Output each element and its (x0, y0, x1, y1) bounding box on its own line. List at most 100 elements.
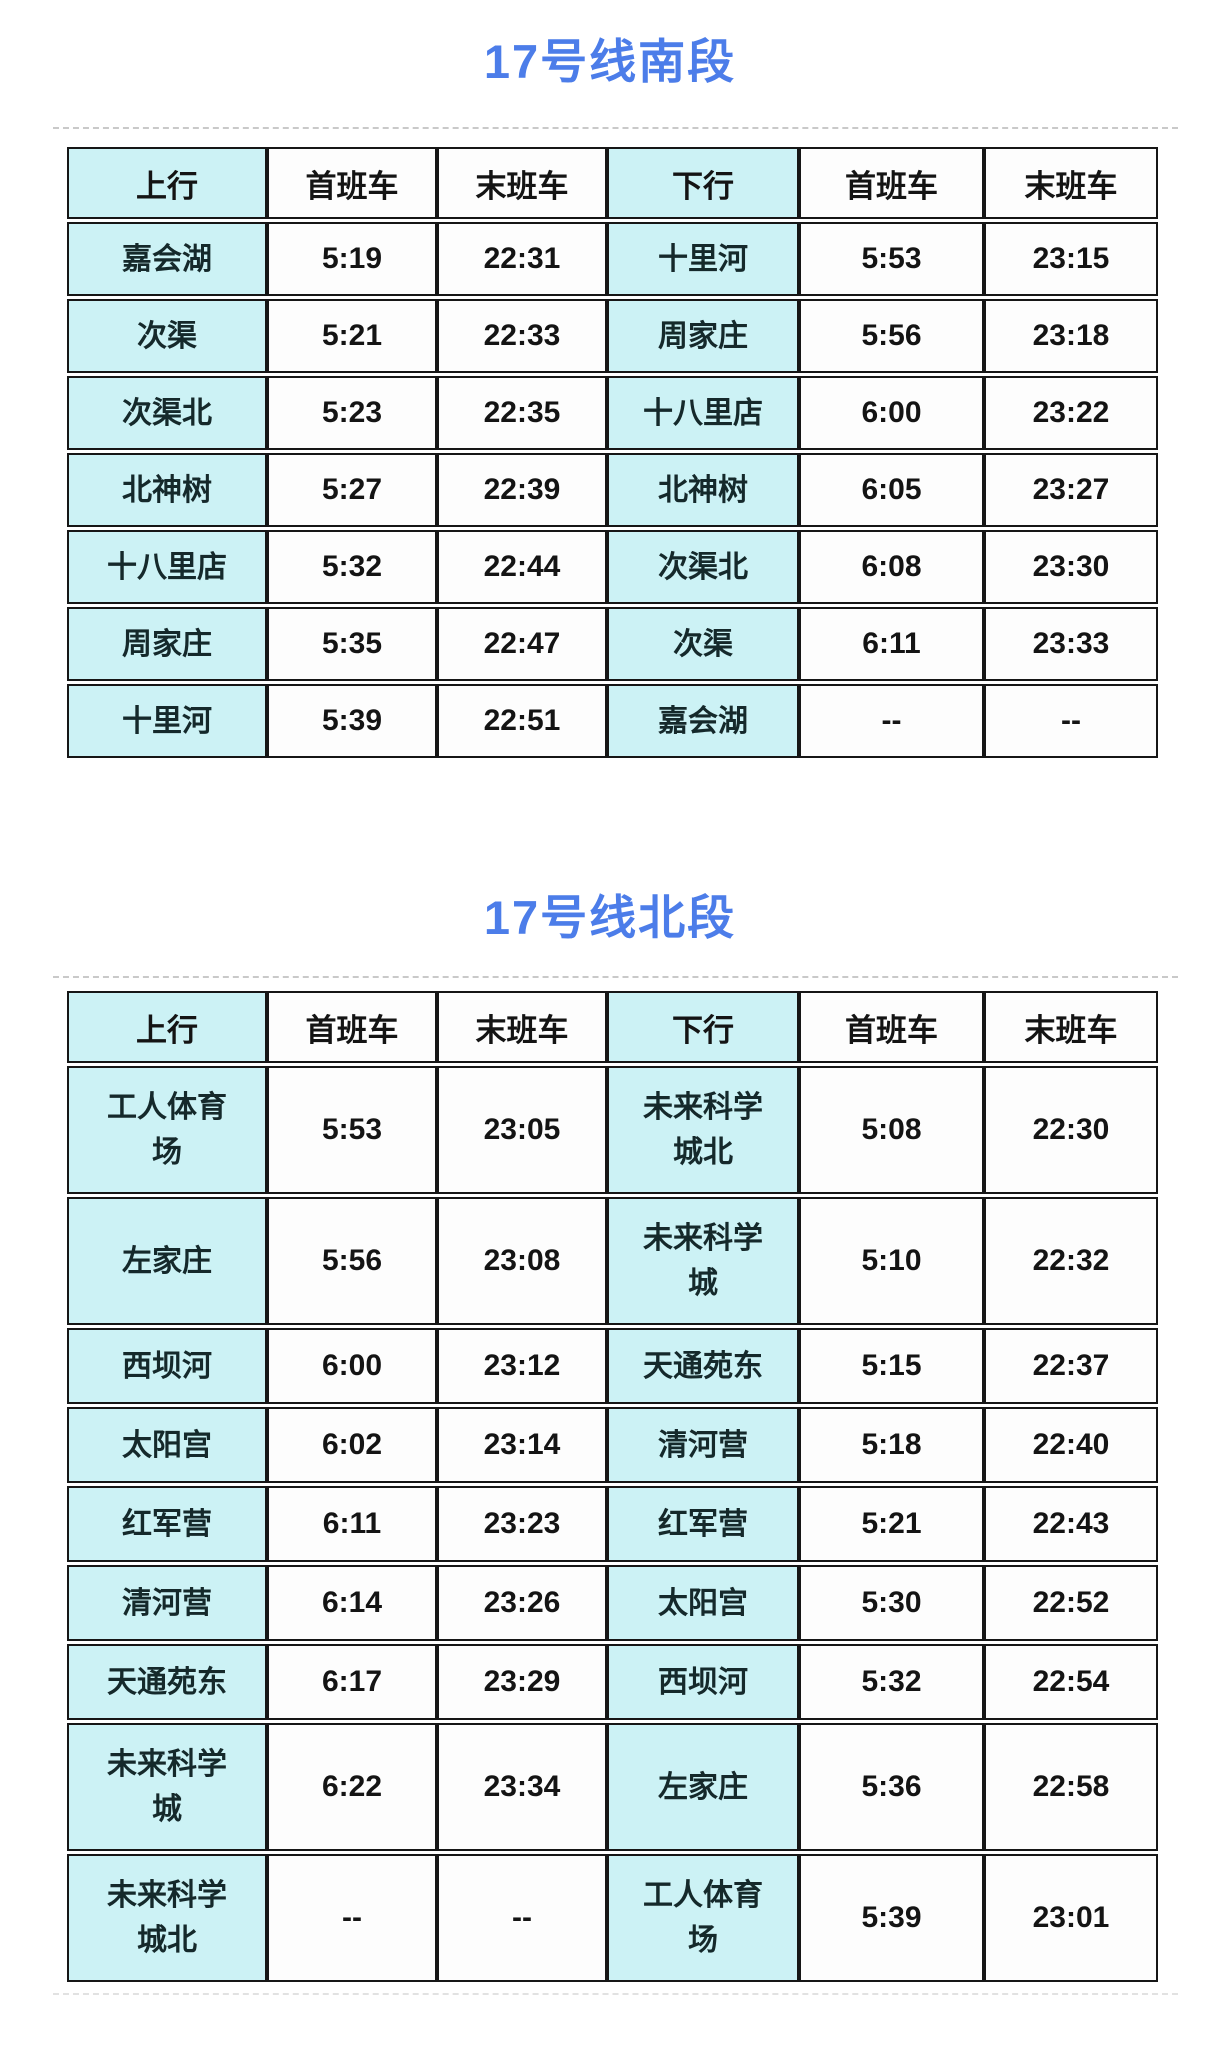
station-cell: 次渠北 (607, 530, 799, 604)
time-header-cell: 首班车 (799, 991, 984, 1063)
time-cell: -- (437, 1854, 607, 1982)
station-cell: 次渠 (67, 299, 267, 373)
station-cell: 清河营 (607, 1407, 799, 1483)
time-cell: 5:39 (267, 684, 437, 758)
time-cell: 6:05 (799, 453, 984, 527)
station-cell: 未来科学城北 (607, 1066, 799, 1194)
north-timetable: 上行 首班车 末班车 下行 首班车 末班车 工人体育场 5:53 23:05 未来科学城北 5:0… (67, 988, 1158, 1985)
time-cell: 22:47 (437, 607, 607, 681)
time-cell: 5:32 (799, 1644, 984, 1720)
time-header-cell: 末班车 (984, 147, 1158, 219)
time-cell: 23:33 (984, 607, 1158, 681)
dashed-divider (53, 976, 1178, 978)
time-header-cell: 首班车 (799, 147, 984, 219)
time-cell: 5:27 (267, 453, 437, 527)
time-cell: 5:32 (267, 530, 437, 604)
timetable-row: 未来科学城北 -- -- 工人体育场 5:39 23:01 (67, 1854, 1158, 1982)
time-cell: 6:17 (267, 1644, 437, 1720)
south-timetable: 上行 首班车 末班车 下行 首班车 末班车 嘉会湖 5:19 22:31 十里河 5:53 23:1… (67, 144, 1158, 761)
station-cell: 未来科学城北 (67, 1854, 267, 1982)
station-cell: 红军营 (67, 1486, 267, 1562)
time-cell: 5:56 (267, 1197, 437, 1325)
timetable-row: 次渠北 5:23 22:35 十八里店 6:00 23:22 (67, 376, 1158, 450)
time-cell: 23:30 (984, 530, 1158, 604)
direction-header-cell: 上行 (67, 991, 267, 1063)
header-row: 上行 首班车 末班车 下行 首班车 末班车 (67, 147, 1158, 219)
north-section-title: 17号线北段 (483, 891, 737, 944)
station-cell: 太阳宫 (607, 1565, 799, 1641)
time-header-cell: 首班车 (267, 991, 437, 1063)
time-cell: 22:30 (984, 1066, 1158, 1194)
south-section-title: 17号线南段 (483, 35, 737, 88)
time-cell: 23:29 (437, 1644, 607, 1720)
time-cell: 22:58 (984, 1723, 1158, 1851)
time-cell: 6:00 (799, 376, 984, 450)
direction-header-cell: 下行 (607, 147, 799, 219)
timetable-row: 太阳宫 6:02 23:14 清河营 5:18 22:40 (67, 1407, 1158, 1483)
timetable-row: 工人体育场 5:53 23:05 未来科学城北 5:08 22:30 (67, 1066, 1158, 1194)
time-cell: 23:34 (437, 1723, 607, 1851)
time-cell: 22:43 (984, 1486, 1158, 1562)
station-cell: 天通苑东 (67, 1644, 267, 1720)
time-cell: 5:30 (799, 1565, 984, 1641)
time-cell: 23:27 (984, 453, 1158, 527)
time-header-cell: 首班车 (267, 147, 437, 219)
time-header-cell: 末班车 (437, 991, 607, 1063)
station-cell: 嘉会湖 (607, 684, 799, 758)
time-cell: 23:01 (984, 1854, 1158, 1982)
time-cell: 5:08 (799, 1066, 984, 1194)
south-section: 17号线南段 上行 首班车 末班车 下行 首班车 末班车 嘉会湖 5:19 22:31 十里河 5… (0, 0, 1220, 761)
time-cell: 23:18 (984, 299, 1158, 373)
station-cell: 清河营 (67, 1565, 267, 1641)
time-cell: 23:14 (437, 1407, 607, 1483)
direction-header-cell: 下行 (607, 991, 799, 1063)
time-cell: 5:15 (799, 1328, 984, 1404)
station-cell: 左家庄 (607, 1723, 799, 1851)
time-cell: 23:08 (437, 1197, 607, 1325)
station-cell: 十里河 (607, 222, 799, 296)
time-cell: 5:18 (799, 1407, 984, 1483)
time-cell: 5:23 (267, 376, 437, 450)
time-cell: 23:15 (984, 222, 1158, 296)
station-cell: 次渠 (607, 607, 799, 681)
time-cell: 22:44 (437, 530, 607, 604)
timetable-row: 未来科学城 6:22 23:34 左家庄 5:36 22:58 (67, 1723, 1158, 1851)
time-cell: 22:32 (984, 1197, 1158, 1325)
station-cell: 红军营 (607, 1486, 799, 1562)
time-cell: 6:11 (799, 607, 984, 681)
time-cell: -- (267, 1854, 437, 1982)
time-header-cell: 末班车 (984, 991, 1158, 1063)
station-cell: 西坝河 (607, 1644, 799, 1720)
time-cell: 5:35 (267, 607, 437, 681)
station-cell: 未来科学城 (67, 1723, 267, 1851)
time-header-cell: 末班车 (437, 147, 607, 219)
timetable-row: 十八里店 5:32 22:44 次渠北 6:08 23:30 (67, 530, 1158, 604)
time-cell: 22:31 (437, 222, 607, 296)
time-cell: 6:22 (267, 1723, 437, 1851)
time-cell: 6:02 (267, 1407, 437, 1483)
station-cell: 嘉会湖 (67, 222, 267, 296)
time-cell: 5:21 (799, 1486, 984, 1562)
station-cell: 未来科学城 (607, 1197, 799, 1325)
station-cell: 工人体育场 (607, 1854, 799, 1982)
station-cell: 次渠北 (67, 376, 267, 450)
timetable-row: 红军营 6:11 23:23 红军营 5:21 22:43 (67, 1486, 1158, 1562)
time-cell: 23:22 (984, 376, 1158, 450)
timetable-row: 次渠 5:21 22:33 周家庄 5:56 23:18 (67, 299, 1158, 373)
station-cell: 天通苑东 (607, 1328, 799, 1404)
time-cell: 22:33 (437, 299, 607, 373)
station-cell: 十里河 (67, 684, 267, 758)
time-cell: 22:39 (437, 453, 607, 527)
station-cell: 周家庄 (67, 607, 267, 681)
timetable-row: 左家庄 5:56 23:08 未来科学城 5:10 22:32 (67, 1197, 1158, 1325)
station-cell: 北神树 (607, 453, 799, 527)
time-cell: 23:26 (437, 1565, 607, 1641)
time-cell: 6:11 (267, 1486, 437, 1562)
time-cell: 22:51 (437, 684, 607, 758)
time-cell: 6:14 (267, 1565, 437, 1641)
station-cell: 太阳宫 (67, 1407, 267, 1483)
station-cell: 十八里店 (607, 376, 799, 450)
timetable-row: 清河营 6:14 23:26 太阳宫 5:30 22:52 (67, 1565, 1158, 1641)
timetable-row: 北神树 5:27 22:39 北神树 6:05 23:27 (67, 453, 1158, 527)
